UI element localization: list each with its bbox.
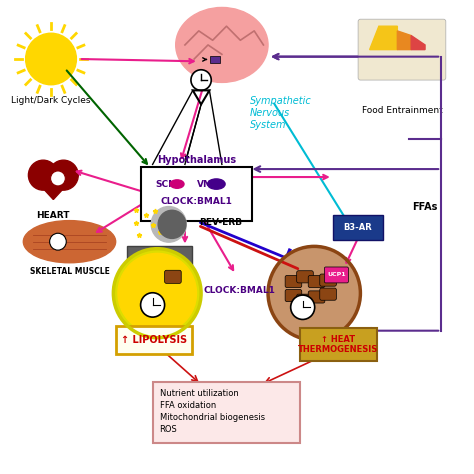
Polygon shape (370, 26, 397, 50)
Text: Hypothalamus: Hypothalamus (157, 155, 236, 165)
Text: Nutrient utilization
FFA oxidation
Mitochondrial biogenesis
ROS: Nutrient utilization FFA oxidation Mitoc… (160, 389, 264, 434)
Polygon shape (397, 31, 411, 50)
FancyBboxPatch shape (153, 382, 301, 443)
Text: B3-AR: B3-AR (344, 223, 373, 232)
Text: ↑ HEAT
THERMOGENESIS: ↑ HEAT THERMOGENESIS (298, 335, 379, 355)
FancyBboxPatch shape (116, 326, 192, 354)
Text: REV-ERB: REV-ERB (199, 219, 242, 228)
FancyBboxPatch shape (285, 275, 302, 288)
Text: UCP1: UCP1 (327, 273, 346, 277)
Polygon shape (34, 178, 73, 200)
Text: FFAs: FFAs (412, 201, 438, 211)
Polygon shape (411, 36, 425, 50)
FancyBboxPatch shape (164, 270, 181, 283)
Text: VMH: VMH (197, 180, 220, 189)
FancyBboxPatch shape (324, 267, 348, 283)
Circle shape (191, 70, 211, 91)
FancyBboxPatch shape (301, 328, 376, 361)
FancyBboxPatch shape (285, 290, 302, 301)
FancyBboxPatch shape (127, 246, 192, 305)
Ellipse shape (23, 220, 116, 263)
FancyBboxPatch shape (320, 274, 337, 286)
Circle shape (28, 160, 58, 190)
Circle shape (141, 293, 164, 317)
FancyBboxPatch shape (358, 19, 446, 80)
FancyBboxPatch shape (297, 294, 313, 306)
Ellipse shape (176, 8, 268, 82)
FancyBboxPatch shape (210, 56, 220, 63)
Circle shape (49, 160, 78, 190)
Circle shape (50, 233, 66, 250)
Circle shape (113, 249, 201, 337)
Text: CLOCK:BMAL1: CLOCK:BMAL1 (161, 197, 232, 206)
Circle shape (268, 246, 360, 340)
Text: BAT: BAT (304, 345, 325, 355)
Text: SKELETAL MUSCLE: SKELETAL MUSCLE (29, 267, 109, 276)
Circle shape (151, 207, 186, 242)
FancyBboxPatch shape (333, 215, 383, 240)
FancyBboxPatch shape (308, 291, 325, 303)
Circle shape (118, 254, 197, 333)
Ellipse shape (208, 179, 225, 189)
Text: WAT: WAT (146, 337, 169, 348)
Circle shape (158, 210, 186, 238)
Circle shape (26, 33, 76, 85)
Circle shape (51, 171, 65, 186)
Text: ↑ LIPOLYSIS: ↑ LIPOLYSIS (121, 335, 187, 345)
Text: SCN: SCN (155, 180, 176, 189)
Text: Sympathetic
Nervous
System: Sympathetic Nervous System (250, 97, 311, 130)
Text: Food Entrainment: Food Entrainment (362, 106, 442, 115)
FancyBboxPatch shape (297, 271, 313, 283)
Text: Light/Dark Cycles: Light/Dark Cycles (11, 97, 91, 106)
FancyBboxPatch shape (320, 288, 337, 300)
Ellipse shape (170, 180, 184, 188)
FancyBboxPatch shape (141, 167, 252, 220)
FancyBboxPatch shape (308, 275, 325, 288)
Text: CLOCK:BMAL1: CLOCK:BMAL1 (203, 286, 275, 295)
Text: HEART: HEART (36, 211, 70, 220)
Circle shape (291, 295, 315, 319)
